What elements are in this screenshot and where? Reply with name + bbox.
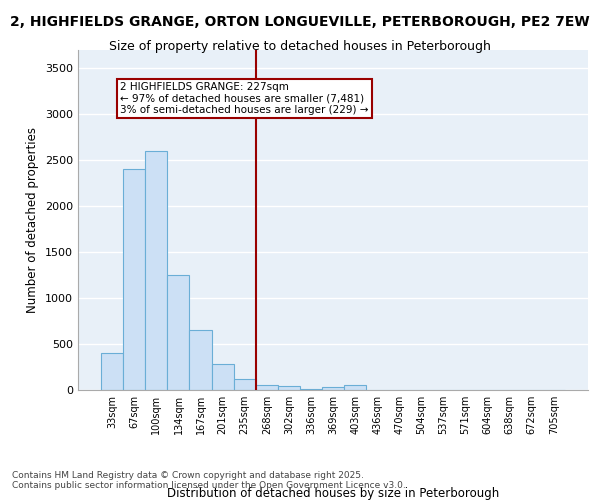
Y-axis label: Number of detached properties: Number of detached properties <box>26 127 40 313</box>
Bar <box>278 386 300 390</box>
Bar <box>101 353 123 390</box>
Bar <box>300 388 322 390</box>
Bar <box>212 364 233 390</box>
X-axis label: Distribution of detached houses by size in Peterborough: Distribution of detached houses by size … <box>167 487 499 500</box>
Bar <box>256 385 278 390</box>
Bar <box>123 170 145 390</box>
Bar <box>322 387 344 390</box>
Text: 2 HIGHFIELDS GRANGE: 227sqm
← 97% of detached houses are smaller (7,481)
3% of s: 2 HIGHFIELDS GRANGE: 227sqm ← 97% of det… <box>120 82 368 116</box>
Bar <box>190 330 212 390</box>
Bar <box>233 379 256 390</box>
Bar <box>344 386 366 390</box>
Text: Contains HM Land Registry data © Crown copyright and database right 2025.
Contai: Contains HM Land Registry data © Crown c… <box>12 470 406 490</box>
Text: Size of property relative to detached houses in Peterborough: Size of property relative to detached ho… <box>109 40 491 53</box>
Text: 2, HIGHFIELDS GRANGE, ORTON LONGUEVILLE, PETERBOROUGH, PE2 7EW: 2, HIGHFIELDS GRANGE, ORTON LONGUEVILLE,… <box>10 15 590 29</box>
Bar <box>145 151 167 390</box>
Bar <box>167 275 190 390</box>
